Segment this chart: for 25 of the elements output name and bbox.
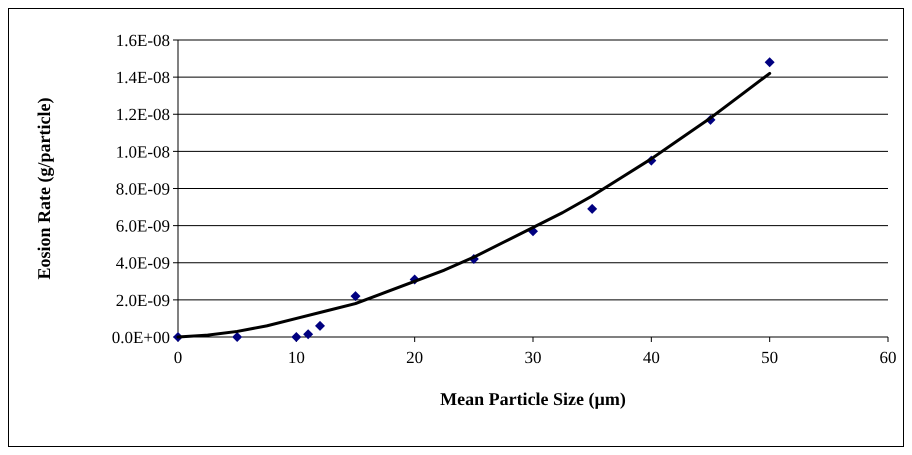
y-tick-label: 4.0E-09 [116, 254, 170, 273]
x-tick-label: 10 [288, 348, 305, 367]
y-axis-title: Eosion Rate (g/particle) [34, 98, 54, 280]
y-tick-label: 1.2E-08 [116, 105, 170, 124]
x-tick-label: 20 [406, 348, 424, 367]
x-tick-label: 30 [524, 348, 542, 367]
y-tick-label: 1.0E-08 [116, 142, 170, 162]
x-axis-title: Mean Particle Size (µm) [440, 389, 626, 409]
point [315, 320, 325, 331]
point [232, 332, 242, 342]
point [587, 204, 598, 214]
x-tick-label: 0 [174, 348, 182, 367]
y-tick-label: 1.6E-08 [116, 30, 170, 50]
x-tick-label: 50 [761, 348, 778, 367]
y-tick-label: 1.4E-08 [116, 68, 170, 88]
x-tick-label: 40 [642, 348, 660, 367]
x-tick-label: 60 [880, 348, 896, 367]
point [291, 332, 302, 342]
y-tick-label: 8.0E-09 [116, 179, 170, 198]
y-tick-label: 0.0E+00 [112, 328, 170, 347]
y-tick-label: 6.0E-09 [116, 216, 170, 236]
y-tick-label: 2.0E-09 [116, 290, 170, 310]
point [350, 291, 360, 302]
point [764, 57, 775, 68]
point [303, 329, 314, 340]
